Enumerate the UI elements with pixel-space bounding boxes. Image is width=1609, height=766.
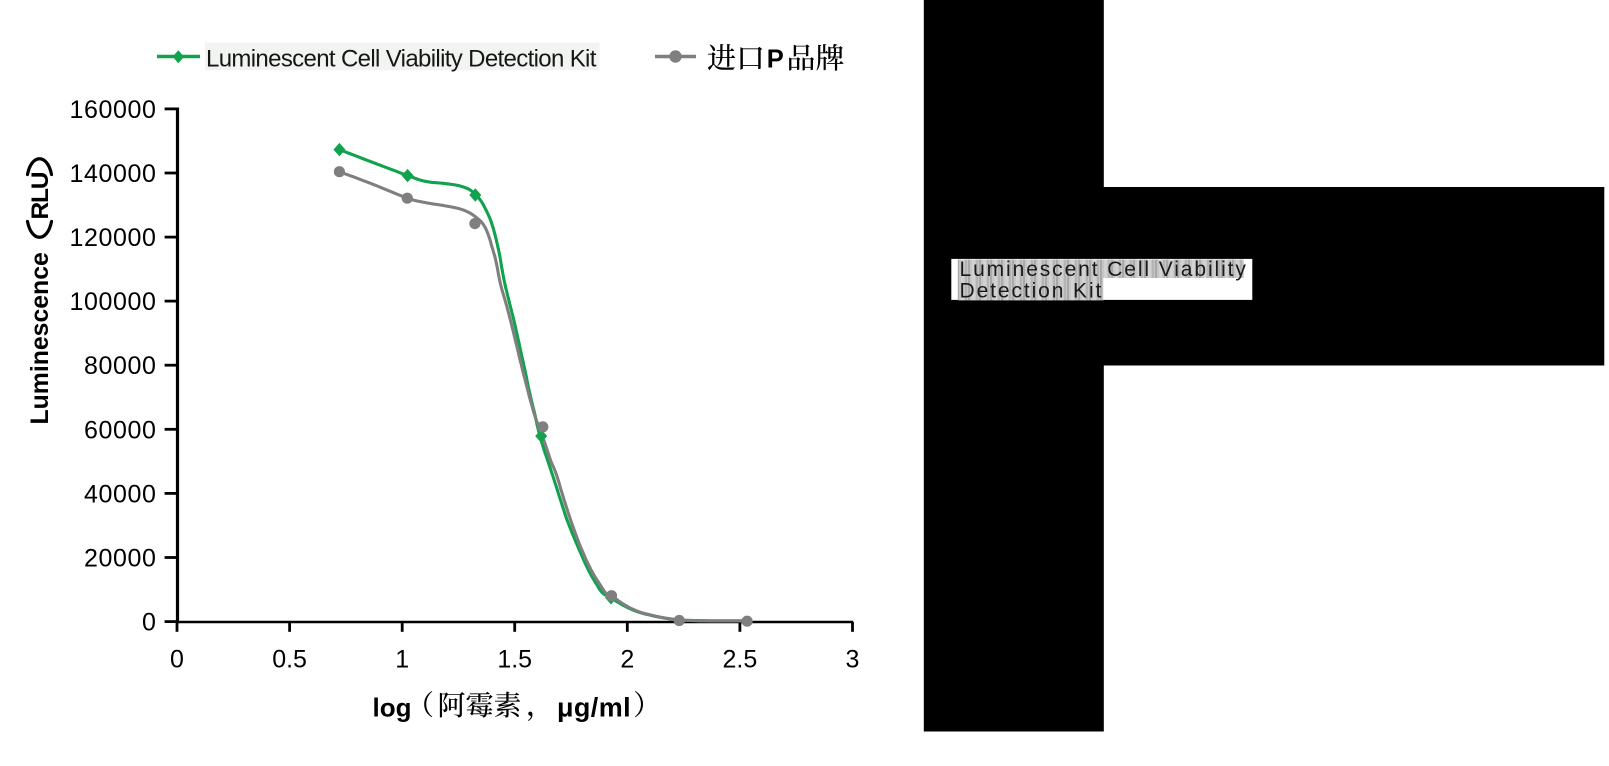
svg-text:2.5: 2.5 <box>723 646 758 674</box>
svg-text:120000: 120000 <box>69 224 156 252</box>
svg-text:0.5: 0.5 <box>272 646 307 674</box>
svg-text:1: 1 <box>395 646 409 674</box>
svg-text:Detection Kit: Detection Kit <box>960 279 1104 302</box>
svg-text:RLU: RLU <box>27 172 54 219</box>
svg-text:60000: 60000 <box>84 416 157 444</box>
svg-text:log: log <box>373 692 412 722</box>
svg-text:P: P <box>767 45 784 73</box>
svg-text:Luminescent Cell Viability: Luminescent Cell Viability <box>960 258 1248 281</box>
svg-text:100000: 100000 <box>69 288 156 316</box>
svg-text:Luminescent Cell Viability Det: Luminescent Cell Viability Detection Kit <box>206 45 597 72</box>
svg-text:140000: 140000 <box>69 160 156 188</box>
svg-text:0: 0 <box>170 646 184 674</box>
svg-text:2: 2 <box>620 646 634 674</box>
svg-text:160000: 160000 <box>69 96 156 124</box>
svg-text:3: 3 <box>846 646 860 674</box>
svg-text:1.5: 1.5 <box>497 646 532 674</box>
svg-text:Luminescence: Luminescence <box>27 252 54 424</box>
svg-text:20000: 20000 <box>84 545 157 573</box>
svg-text:80000: 80000 <box>84 352 157 380</box>
svg-text:μg/ml: μg/ml <box>557 692 631 722</box>
svg-text:40000: 40000 <box>84 480 157 508</box>
svg-text:0: 0 <box>142 609 157 637</box>
